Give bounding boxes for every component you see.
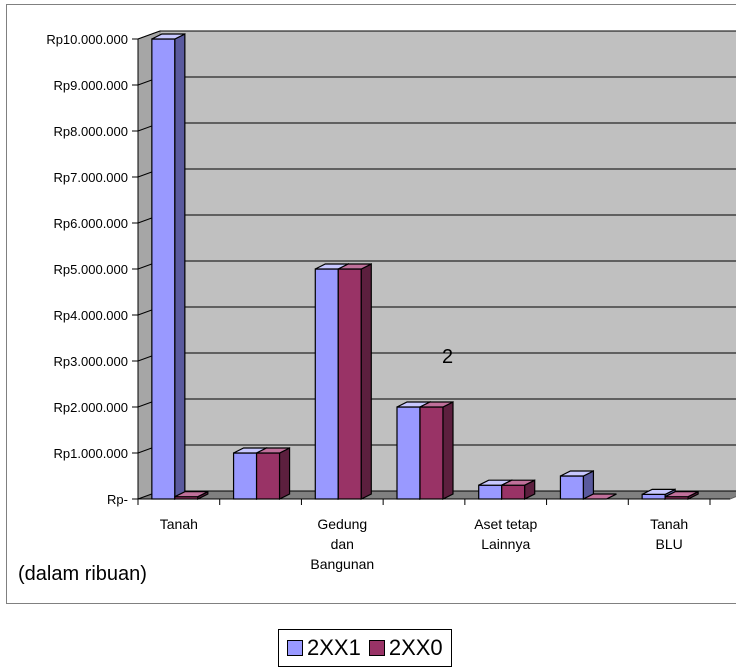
bar-1-front	[232, 452, 258, 500]
bar-1-front	[314, 268, 339, 500]
bar-1-front	[641, 493, 666, 500]
bar-2-top	[174, 491, 209, 498]
legend-label-series1: 2XX1	[307, 635, 361, 660]
bar-2-top	[501, 479, 535, 486]
unit-note: (dalam ribuan)	[18, 563, 147, 585]
chart-annotation: 2	[442, 346, 454, 368]
bar-2-front	[501, 484, 526, 500]
y-tick-label: Rp5.000.000	[54, 262, 128, 277]
y-tick-label: Rp10.000.000	[46, 32, 128, 47]
y-tick-label: Rp-	[107, 492, 128, 507]
x-category-label: BLU	[656, 536, 683, 552]
bar-2-top	[583, 493, 617, 500]
bar-1-top	[641, 488, 676, 495]
x-category-label: dan	[331, 536, 354, 552]
bar-2-front	[337, 268, 362, 500]
bar-1-front	[478, 484, 503, 500]
bar-1-top	[151, 33, 186, 40]
bar-2-top	[338, 263, 372, 270]
bar-1-front	[396, 406, 421, 500]
y-tick-label: Rp9.000.000	[54, 78, 128, 93]
bar-1-front	[151, 38, 176, 500]
legend-swatch-series1	[287, 640, 303, 656]
y-tick-label: Rp4.000.000	[54, 308, 128, 323]
bar-2-side	[442, 401, 454, 500]
bar-1-side	[174, 33, 186, 500]
bar-2-top	[419, 401, 454, 408]
x-category-label: Aset tetap	[474, 516, 537, 532]
bar-1-front	[559, 475, 585, 500]
y-tick-label: Rp7.000.000	[54, 170, 128, 185]
bar-2-top	[256, 447, 290, 454]
legend-item-series1: 2XX1	[287, 635, 361, 661]
bar-2-front	[255, 452, 281, 500]
y-tick-label: Rp6.000.000	[54, 216, 128, 231]
x-category-label: Gedung	[317, 516, 367, 532]
gridline-diagonal	[137, 30, 161, 40]
y-tick-label: Rp8.000.000	[54, 124, 128, 139]
legend-swatch-series2	[368, 640, 385, 656]
y-tick-label: Rp2.000.000	[54, 400, 128, 415]
x-category-label: Lainnya	[481, 536, 530, 552]
x-category-label: Tanah	[160, 516, 198, 532]
legend-label-series2: 2XX0	[388, 635, 443, 660]
bar-2-side	[360, 263, 372, 500]
y-tick-label: Rp3.000.000	[54, 354, 128, 369]
y-tick-label: Rp1.000.000	[54, 446, 128, 461]
bar-2-top	[664, 491, 699, 498]
bar-2-front	[419, 406, 444, 500]
legend: 2XX1 2XX0	[278, 629, 452, 667]
bar-2-side	[278, 447, 291, 500]
legend-item-series2: 2XX0	[368, 635, 443, 661]
bar-1-top	[560, 470, 594, 477]
x-category-label: Tanah	[650, 516, 688, 532]
x-category-label: Bangunan	[310, 556, 374, 572]
